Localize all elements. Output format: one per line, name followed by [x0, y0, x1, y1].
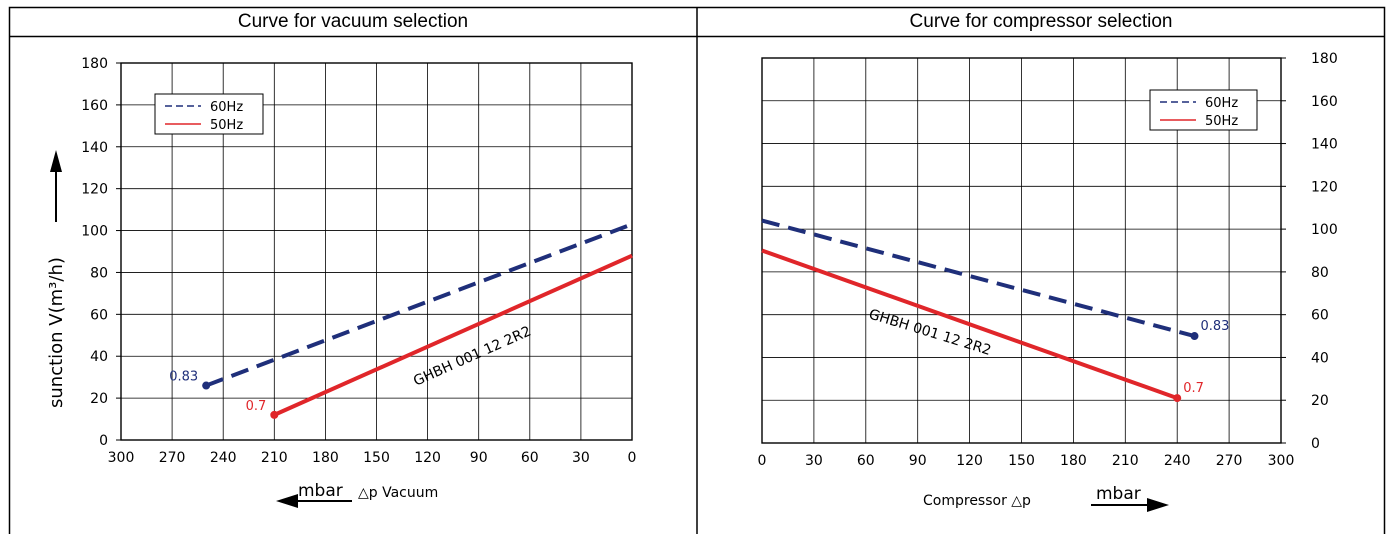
- x-tick-label: 180: [312, 450, 339, 466]
- series-line-60hz: [205, 222, 633, 388]
- plot-border: [120, 62, 633, 441]
- series-end-point: [1173, 394, 1182, 403]
- series-end-label: 0.7: [246, 399, 267, 414]
- x-tick-label: 30: [572, 450, 590, 466]
- x-tick-label: 300: [1268, 453, 1295, 469]
- y-tick-label: 180: [81, 56, 108, 72]
- vacuum-chart-title: Curve for vacuum selection: [237, 11, 469, 32]
- x-axis-unit: mbar: [1096, 484, 1141, 504]
- x-tick-label: 300: [108, 450, 135, 466]
- series-end-label: 0.7: [1183, 381, 1204, 396]
- x-tick-label: 150: [1008, 453, 1035, 469]
- x-tick-label: 30: [805, 453, 823, 469]
- x-tick-label: 60: [857, 453, 875, 469]
- compressor-chart: 0 20 40 60 80 100 120 140 160 180 0 30 60 90 120 150 180…: [758, 51, 1338, 512]
- y-tick-label: 40: [1311, 350, 1329, 366]
- y-tick-label: 140: [81, 140, 108, 156]
- series-line-50hz: [761, 248, 1178, 400]
- y-tick-label: 60: [90, 307, 108, 323]
- x-tick-label: 180: [1060, 453, 1087, 469]
- compressor-chart-title: Curve for compressor selection: [909, 11, 1173, 32]
- series-end-point: [1190, 332, 1199, 341]
- x-tick-label: 90: [470, 450, 488, 466]
- x-tick-label: 120: [956, 453, 983, 469]
- y-tick-label: 80: [1311, 265, 1329, 281]
- x-axis-arrow-head: [276, 494, 298, 508]
- x-tick-label: 90: [909, 453, 927, 469]
- y-tick-label: 40: [90, 349, 108, 365]
- y-tick-label: 100: [81, 224, 108, 240]
- x-axis-title: △p Vacuum: [358, 485, 438, 501]
- y-tick-label: 20: [90, 391, 108, 407]
- series-line-60hz: [761, 218, 1196, 338]
- y-tick-label: 140: [1311, 137, 1338, 153]
- series-end-label: 0.83: [169, 370, 198, 385]
- y-tick-label: 100: [1311, 222, 1338, 238]
- x-tick-label: 270: [1216, 453, 1243, 469]
- legend-label: 50Hz: [1205, 114, 1238, 129]
- y-tick-label: 60: [1311, 308, 1329, 324]
- y-tick-label: 160: [81, 98, 108, 114]
- x-axis-title: Compressor △p: [923, 493, 1031, 509]
- y-axis-title: sunction V(m³/h): [46, 257, 67, 408]
- series-line-50hz: [273, 253, 633, 417]
- x-tick-label: 210: [261, 450, 288, 466]
- x-tick-label: 60: [521, 450, 539, 466]
- legend-label: 50Hz: [210, 118, 243, 133]
- y-tick-label: 0: [99, 433, 108, 449]
- legend-box: [154, 93, 264, 135]
- y-tick-label: 180: [1311, 51, 1338, 67]
- y-tick-label: 120: [1311, 179, 1338, 195]
- x-axis-unit: mbar: [298, 481, 343, 501]
- series-end-point: [202, 381, 211, 390]
- x-tick-label: 240: [210, 450, 237, 466]
- x-tick-label: 240: [1164, 453, 1191, 469]
- legend-box: [1149, 89, 1258, 131]
- series-end-label: 0.83: [1201, 319, 1230, 334]
- x-axis-arrow-head: [1147, 498, 1169, 512]
- y-tick-label: 160: [1311, 94, 1338, 110]
- x-tick-label: 270: [159, 450, 186, 466]
- y-axis-arrow-head: [50, 150, 62, 172]
- x-tick-label: 0: [628, 450, 637, 466]
- legend-label: 60Hz: [210, 100, 243, 115]
- x-tick-label: 120: [414, 450, 441, 466]
- series-end-point: [270, 410, 279, 419]
- y-tick-label: 0: [1311, 436, 1320, 452]
- x-tick-label: 0: [758, 453, 767, 469]
- legend-label: 60Hz: [1205, 96, 1238, 111]
- x-tick-label: 150: [363, 450, 390, 466]
- y-tick-label: 120: [81, 182, 108, 198]
- y-tick-label: 80: [90, 265, 108, 281]
- x-tick-label: 210: [1112, 453, 1139, 469]
- y-tick-label: 20: [1311, 393, 1329, 409]
